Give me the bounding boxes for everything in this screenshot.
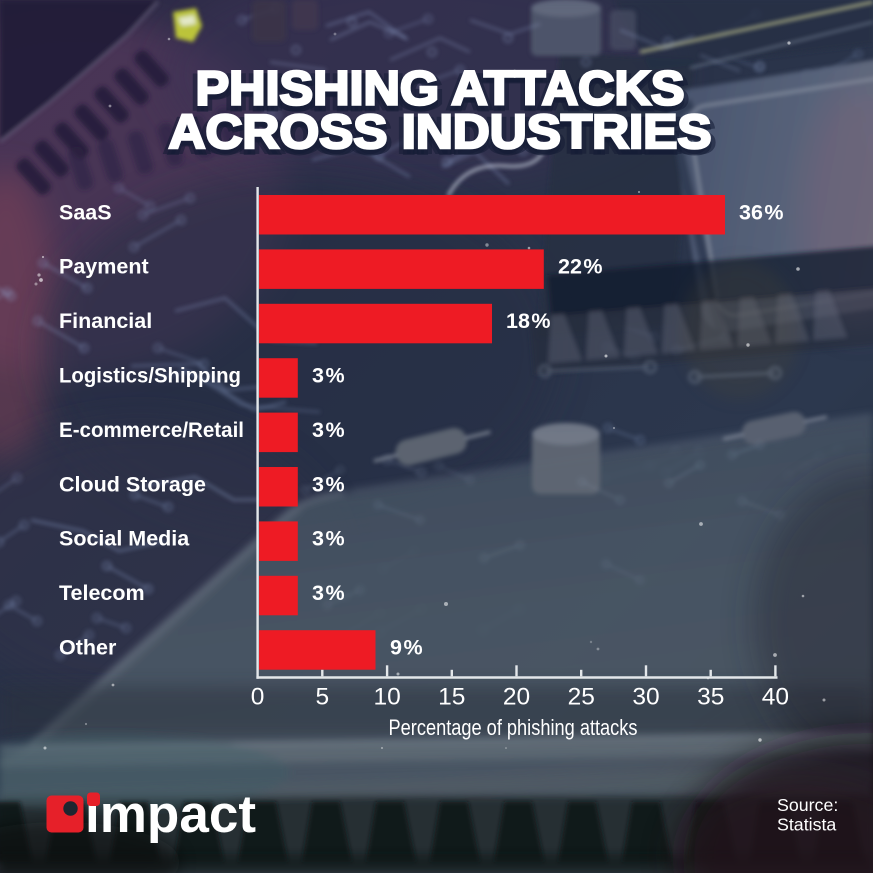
svg-text:9%: 9%: [390, 636, 423, 660]
svg-text:3%: 3%: [312, 418, 345, 442]
svg-text:ACROSS INDUSTRIES: ACROSS INDUSTRIES: [165, 110, 708, 163]
svg-text:ACROSS INDUSTRIES: ACROSS INDUSTRIES: [169, 106, 712, 159]
svg-text:Cloud Storage: Cloud Storage: [59, 472, 206, 496]
svg-text:3%: 3%: [312, 581, 345, 605]
svg-text:3%: 3%: [312, 472, 345, 496]
svg-text:PHISHING ATTACKS: PHISHING ATTACKS: [196, 68, 685, 121]
svg-text:15: 15: [438, 684, 465, 711]
svg-text:25: 25: [568, 684, 595, 711]
svg-text:22%: 22%: [558, 255, 603, 279]
svg-text:10: 10: [373, 684, 400, 711]
svg-text:SaaS: SaaS: [59, 200, 112, 224]
svg-text:0: 0: [251, 684, 265, 711]
svg-text:Financial: Financial: [59, 309, 152, 333]
svg-text:5: 5: [315, 684, 329, 711]
svg-text:30: 30: [632, 684, 659, 711]
svg-text:18%: 18%: [506, 309, 551, 333]
svg-text:ACROSS INDUSTRIES: ACROSS INDUSTRIES: [169, 111, 712, 164]
svg-text:E-commerce/Retail: E-commerce/Retail: [59, 418, 244, 442]
svg-text:Telecom: Telecom: [59, 581, 145, 605]
svg-text:Payment: Payment: [59, 255, 149, 279]
svg-text:Other: Other: [59, 636, 117, 660]
svg-text:ACROSS INDUSTRIES: ACROSS INDUSTRIES: [173, 110, 716, 163]
svg-text:3%: 3%: [312, 527, 345, 551]
svg-text:Percentage of phishing attacks: Percentage of phishing attacks: [389, 715, 638, 740]
svg-text:PHISHING ATTACKS: PHISHING ATTACKS: [192, 67, 681, 120]
svg-text:36%: 36%: [739, 200, 784, 224]
svg-text:Statista: Statista: [777, 815, 836, 835]
svg-text:40: 40: [762, 684, 789, 711]
svg-text:3%: 3%: [312, 364, 345, 388]
svg-text:Social Media: Social Media: [59, 527, 190, 551]
svg-text:20: 20: [503, 684, 530, 711]
svg-text:PHISHING ATTACKS: PHISHING ATTACKS: [196, 63, 685, 116]
svg-text:Source:: Source:: [777, 795, 838, 815]
svg-text:Logistics/Shipping: Logistics/Shipping: [59, 364, 241, 388]
svg-text:PHISHING ATTACKS: PHISHING ATTACKS: [200, 67, 689, 120]
svg-text:impact: impact: [85, 785, 256, 844]
svg-text:35: 35: [697, 684, 724, 711]
